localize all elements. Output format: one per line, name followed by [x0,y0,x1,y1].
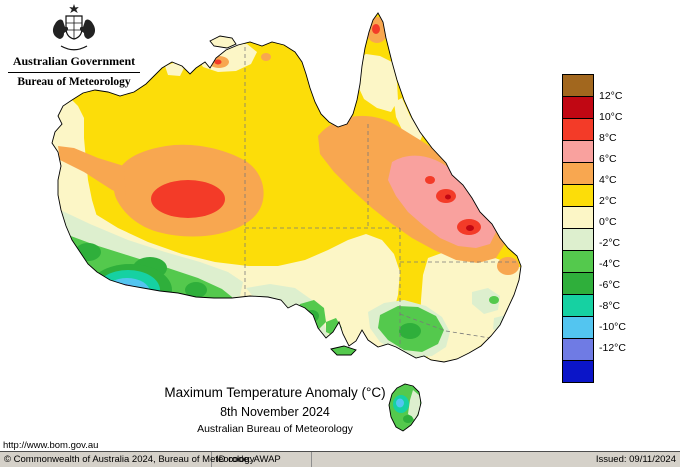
legend-cell-neg6-to-neg4 [563,273,593,295]
header: Australian Government Bureau of Meteorol… [6,2,142,88]
legend-label: 6°C [599,153,617,165]
legend-cell-6-to-8 [563,141,593,163]
legend-cell-4-to-6 [563,163,593,185]
legend-cell-neg2-to-0 [563,229,593,251]
footer-copyright: © Commonwealth of Australia 2024, Bureau… [0,452,254,467]
legend-cell-10-to-12 [563,97,593,119]
legend-label: -12°C [599,342,626,354]
legend-label: -2°C [599,237,621,249]
map-source: Australian Bureau of Meteorology [197,423,353,435]
legend: 12°C 10°C 8°C 6°C 4°C 2°C 0°C -2°C -4°C -6°C -8°C -… [562,74,652,383]
legend-cell-neg10-to-neg8 [563,317,593,339]
footer-id-code: ID code: AWAP [212,452,312,467]
legend-label: -8°C [599,300,621,312]
coat-of-arms-icon [52,4,96,51]
legend-cell-neg12-to-neg10 [563,339,593,361]
legend-label: -4°C [599,258,621,270]
state-borders [244,40,520,348]
legend-label: -6°C [599,279,621,291]
legend-label: 10°C [599,111,623,123]
legend-cell-below-neg12 [563,361,593,382]
map-date: 8th November 2024 [220,405,330,419]
bom-url: http://www.bom.gov.au [3,440,99,451]
legend-cell-8-to-10 [563,119,593,141]
legend-cell-2-to-4 [563,185,593,207]
header-divider [8,72,140,73]
legend-cells [562,74,594,383]
coastline [51,12,522,432]
legend-label: 0°C [599,216,617,228]
legend-label: 2°C [599,195,617,207]
bureau-title: Bureau of Meteorology [17,76,131,88]
caption-block: Maximum Temperature Anomaly (°C) 8th Nov… [60,385,490,435]
legend-label: 4°C [599,174,617,186]
legend-cell-above-12 [563,75,593,97]
legend-cell-neg8-to-neg6 [563,295,593,317]
legend-label: 12°C [599,90,623,102]
legend-labels: 12°C 10°C 8°C 6°C 4°C 2°C 0°C -2°C -4°C -6°C -8°C -… [599,74,649,374]
footer-bar: © Commonwealth of Australia 2024, Bureau… [0,451,680,467]
government-title: Australian Government [12,54,136,68]
footer-issued: Issued: 09/11/2024 [595,454,676,465]
legend-label: 8°C [599,132,617,144]
legend-cell-0-to-2 [563,207,593,229]
legend-cell-neg4-to-neg2 [563,251,593,273]
legend-label: -10°C [599,321,626,333]
map-title: Maximum Temperature Anomaly (°C) [164,385,386,400]
